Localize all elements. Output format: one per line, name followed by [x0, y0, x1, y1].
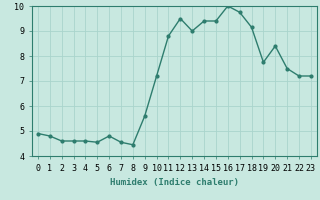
X-axis label: Humidex (Indice chaleur): Humidex (Indice chaleur) — [110, 178, 239, 187]
